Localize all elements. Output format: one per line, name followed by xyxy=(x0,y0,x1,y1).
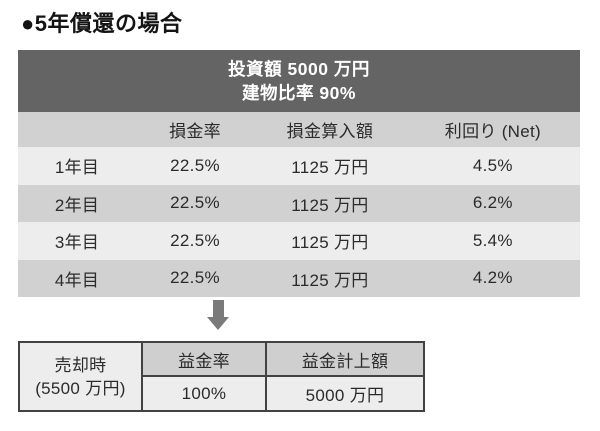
yield-value: 5.4% xyxy=(472,230,513,250)
column-header-blank xyxy=(18,112,136,147)
sale-table: 売却時 (5500 万円) 益金率 益金計上額 100% 5000 万円 xyxy=(18,341,425,412)
table-row-year2: 2年目 22.5% 1125 万円 6.2% xyxy=(18,184,580,222)
table-row-year4: 4年目 22.5% 1125 万円 4.2% xyxy=(18,259,580,297)
sale-table-header-row: 売却時 (5500 万円) 益金率 益金計上額 xyxy=(18,341,425,412)
column-header-loss-amount: 損金算入額 xyxy=(286,122,374,141)
down-arrow-stem xyxy=(212,300,224,317)
loss-amount-value: 1125 万円 xyxy=(291,158,369,178)
sale-price-label: (5500 万円) xyxy=(35,378,126,398)
figure-title: ●5年償還の場合 xyxy=(21,11,183,36)
table-row-year1: 1年目 22.5% 1125 万円 4.5% xyxy=(18,147,580,185)
building-ratio-text: 建物比率 90% xyxy=(242,83,356,103)
loss-rate-value: 22.5% xyxy=(170,155,220,175)
loss-rate-value: 22.5% xyxy=(170,230,220,250)
row-label: 3年目 xyxy=(54,233,100,253)
column-header-gain-rate: 益金率 xyxy=(141,341,267,377)
loss-rate-value: 22.5% xyxy=(170,193,220,213)
yield-value: 4.2% xyxy=(472,268,513,288)
loss-amount-value: 1125 万円 xyxy=(291,233,369,253)
column-header-gain-amount: 益金計上額 xyxy=(265,341,425,377)
investment-amount-text: 投資額 5000 万円 xyxy=(228,59,370,79)
sale-table-value-row: 100% 5000 万円 xyxy=(19,375,425,412)
investment-table-header: 投資額 5000 万円 建物比率 90% xyxy=(18,50,580,112)
column-header-row: 損金率 損金算入額 利回り (Net) xyxy=(18,112,580,147)
yield-value: 6.2% xyxy=(472,193,513,213)
down-arrow-icon xyxy=(207,300,229,330)
loss-amount-value: 1125 万円 xyxy=(291,195,369,215)
row-label: 4年目 xyxy=(54,270,100,290)
column-header-loss-rate: 損金率 xyxy=(169,122,221,141)
row-label: 1年目 xyxy=(54,158,100,178)
gain-amount-value: 5000 万円 xyxy=(265,375,425,412)
investment-table: 投資額 5000 万円 建物比率 90% 損金率 損金算入額 利回り (Net)… xyxy=(18,50,580,297)
down-arrow-head xyxy=(207,317,229,330)
yield-value: 4.5% xyxy=(472,155,513,175)
loss-rate-value: 22.5% xyxy=(170,268,220,288)
gain-rate-value: 100% xyxy=(141,375,267,412)
column-header-yield-net: 利回り (Net) xyxy=(444,122,541,141)
sale-label-cell: 売却時 (5500 万円) xyxy=(18,341,143,412)
sale-time-label: 売却時 xyxy=(54,355,107,375)
row-label: 2年目 xyxy=(54,195,100,215)
loss-amount-value: 1125 万円 xyxy=(291,270,369,290)
table-row-year3: 3年目 22.5% 1125 万円 5.4% xyxy=(18,222,580,260)
